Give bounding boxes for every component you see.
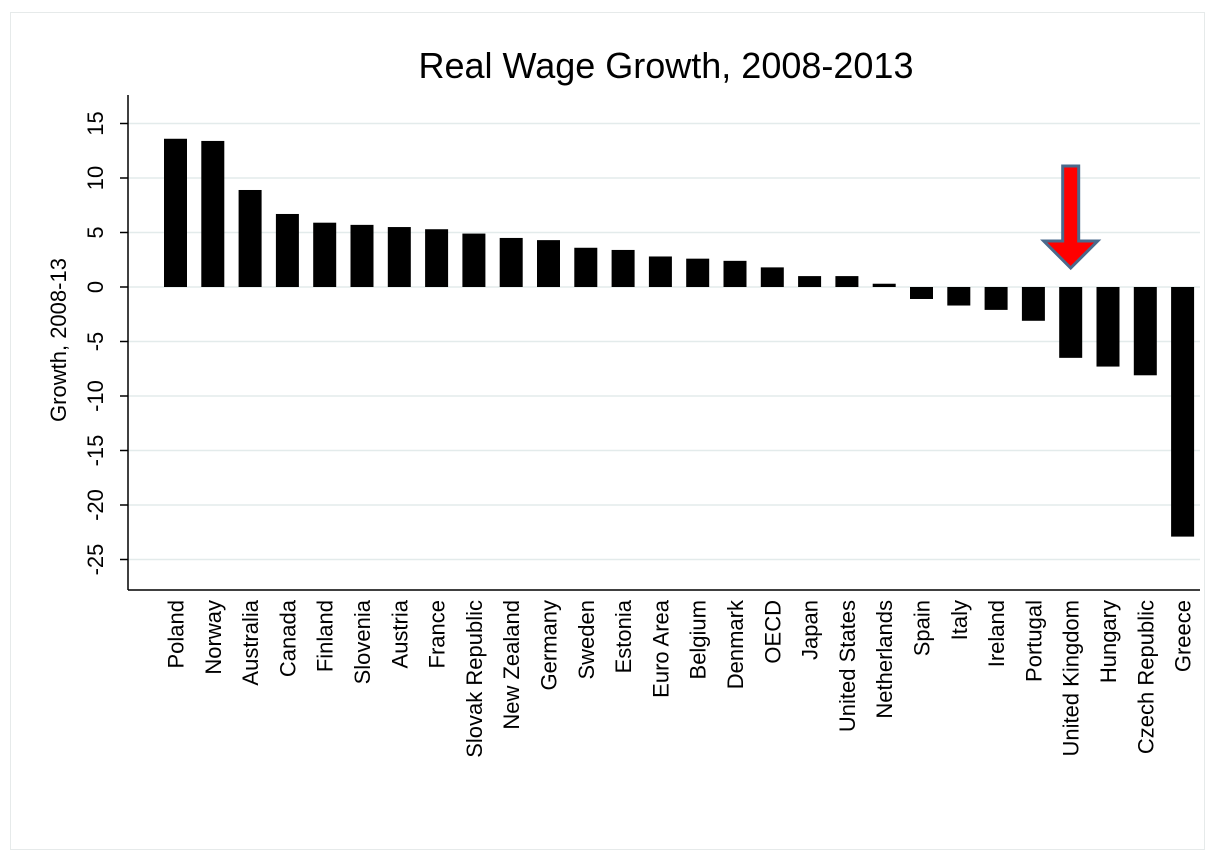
bar-canada <box>275 213 299 287</box>
bar-ireland <box>984 287 1008 310</box>
bar-united-kingdom <box>1059 287 1083 358</box>
chart-title: Real Wage Growth, 2008-2013 <box>419 45 914 86</box>
bar-euro-area <box>648 256 672 287</box>
axes <box>120 95 1200 591</box>
bar-slovak-republic <box>462 233 486 287</box>
bar-netherlands <box>872 283 896 287</box>
bar-norway <box>201 140 225 287</box>
bar-italy <box>947 287 971 306</box>
bar-denmark <box>723 260 747 287</box>
category-label: Norway <box>201 600 226 675</box>
category-label: Slovenia <box>350 599 375 684</box>
y-axis-label: Growth, 2008-13 <box>46 258 71 422</box>
bar-austria <box>387 227 411 287</box>
category-label: Euro Area <box>648 599 673 698</box>
bar-poland <box>164 138 187 287</box>
bar-finland <box>313 222 337 287</box>
category-label: Germany <box>537 600 562 690</box>
bar-greece <box>1171 287 1195 537</box>
y-tick-label: 5 <box>83 226 108 238</box>
y-tick-label: 10 <box>83 166 108 190</box>
category-label: Australia <box>238 599 263 685</box>
bar-slovenia <box>350 224 374 287</box>
category-label: United Kingdom <box>1059 600 1084 757</box>
down-arrow-icon <box>1040 164 1102 271</box>
gridlines <box>128 122 1200 561</box>
category-label: Canada <box>275 599 300 677</box>
y-tick-label: -15 <box>83 435 108 467</box>
category-label: Japan <box>798 600 823 660</box>
category-label: Slovak Republic <box>462 600 487 758</box>
category-label: Poland <box>164 600 189 669</box>
category-label: Hungary <box>1096 600 1121 683</box>
category-label: OECD <box>760 600 785 664</box>
y-tick-label: -5 <box>83 332 108 352</box>
category-label: New Zealand <box>499 600 524 730</box>
category-label: Sweden <box>574 600 599 680</box>
category-label: Czech Republic <box>1133 600 1158 754</box>
bar-united-states <box>835 276 859 287</box>
chart-frame <box>10 12 1205 850</box>
bar-japan <box>798 276 822 287</box>
bar-oecd <box>760 267 784 287</box>
bar-new-zealand <box>499 237 523 287</box>
category-label: United States <box>835 600 860 732</box>
bar-france <box>425 229 449 287</box>
bar-hungary <box>1096 287 1120 367</box>
bar-estonia <box>611 249 635 287</box>
bar-australia <box>238 189 262 287</box>
category-label: Estonia <box>611 599 636 673</box>
y-tick-label: -25 <box>83 544 108 576</box>
category-label: Ireland <box>984 600 1009 667</box>
y-tick-labels: 15 10 5 0 -5 -10 -15 -20 -25 <box>83 111 108 575</box>
category-label: Finland <box>313 600 338 672</box>
y-tick-label: 0 <box>83 281 108 293</box>
bar-belgium <box>686 258 710 287</box>
y-tick-label: -10 <box>83 380 108 412</box>
category-label: Belgium <box>686 600 711 679</box>
y-tick-label: -20 <box>83 489 108 521</box>
x-category-labels: Poland Norway Australia Canada Finland Sloven… <box>164 599 1196 758</box>
category-label: Netherlands <box>872 600 897 719</box>
bars <box>164 138 1195 537</box>
category-label: France <box>425 600 450 668</box>
bar-sweden <box>574 247 598 287</box>
category-label: Portugal <box>1021 600 1046 682</box>
y-tick-label: 15 <box>83 111 108 135</box>
category-label: Italy <box>947 600 972 640</box>
bar-spain <box>910 287 933 299</box>
bar-portugal <box>1021 287 1045 321</box>
category-label: Spain <box>910 600 935 656</box>
highlight-marker <box>1040 164 1102 271</box>
category-label: Austria <box>387 599 412 668</box>
category-label: Greece <box>1171 600 1196 672</box>
bar-germany <box>537 240 560 287</box>
category-label: Denmark <box>723 599 748 689</box>
bar-czech-republic <box>1133 287 1157 376</box>
